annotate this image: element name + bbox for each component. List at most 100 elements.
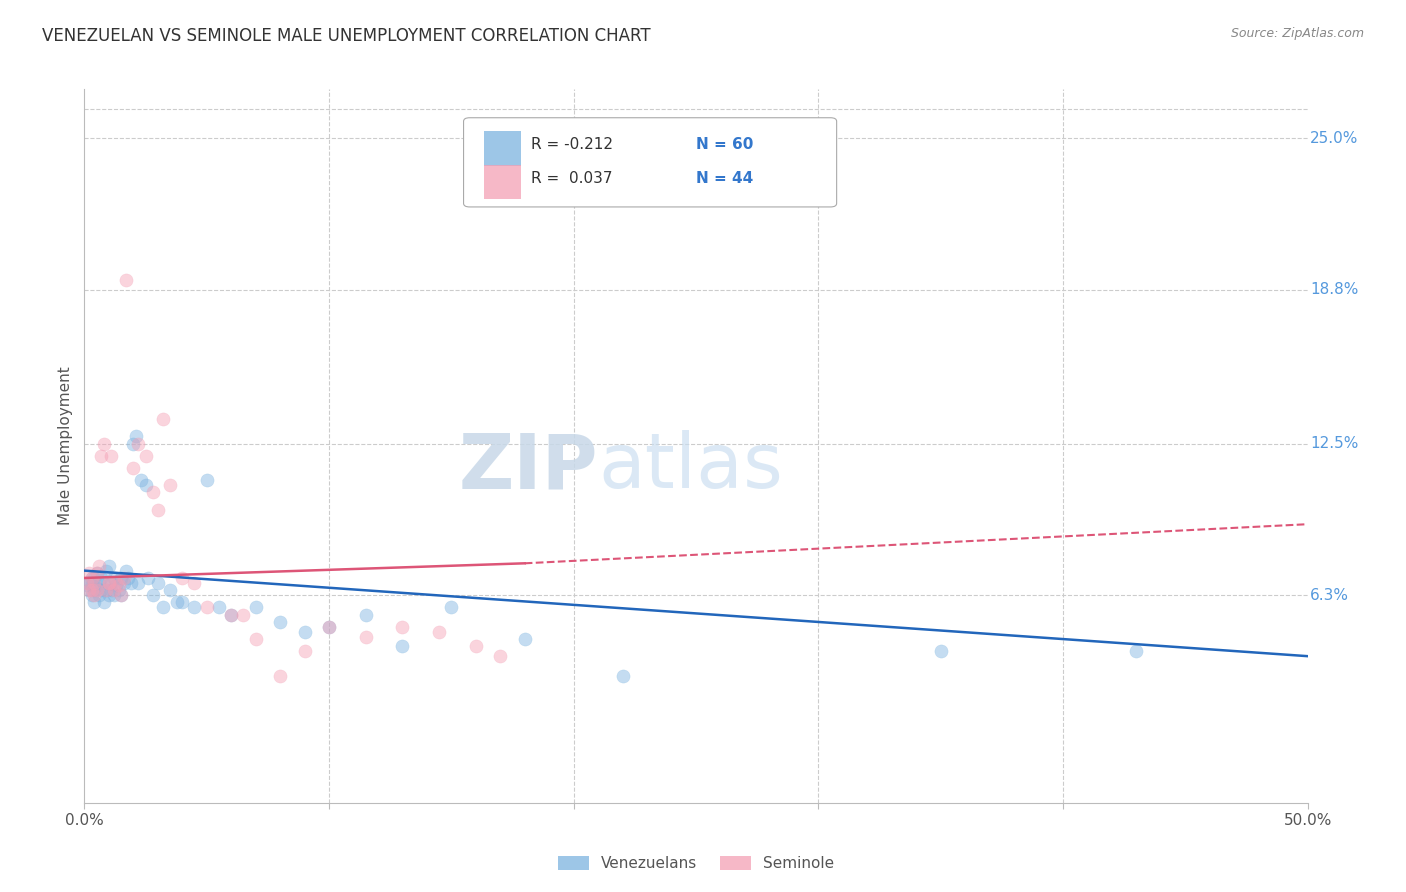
Point xyxy=(97,575,120,590)
Point xyxy=(245,600,267,615)
Point xyxy=(166,595,188,609)
Point xyxy=(125,429,148,443)
Point xyxy=(513,632,536,646)
Point xyxy=(391,620,413,634)
Point xyxy=(107,583,129,598)
Point xyxy=(294,644,316,658)
Point xyxy=(294,624,316,639)
Point xyxy=(103,583,125,598)
Point xyxy=(87,558,110,573)
Point xyxy=(76,578,98,592)
Point xyxy=(93,436,115,450)
Point xyxy=(96,583,118,598)
Point xyxy=(100,575,122,590)
Point xyxy=(152,412,174,426)
Point xyxy=(208,600,231,615)
Point xyxy=(110,588,132,602)
Point xyxy=(172,595,194,609)
Point xyxy=(76,575,98,590)
Point xyxy=(96,564,118,578)
Point xyxy=(110,571,132,585)
Point xyxy=(142,485,165,500)
Point xyxy=(80,588,103,602)
Point xyxy=(115,564,138,578)
Point xyxy=(391,640,413,654)
Point xyxy=(97,575,120,590)
Point xyxy=(127,436,149,450)
Point xyxy=(83,575,105,590)
Text: 18.8%: 18.8% xyxy=(1310,282,1358,297)
Point xyxy=(159,583,181,598)
Point xyxy=(159,478,181,492)
Point xyxy=(83,595,105,609)
Text: 6.3%: 6.3% xyxy=(1310,588,1348,603)
Point xyxy=(77,583,100,598)
Point xyxy=(122,461,145,475)
Text: R =  0.037: R = 0.037 xyxy=(531,171,613,186)
Point xyxy=(93,595,115,609)
Point xyxy=(117,571,139,585)
Text: N = 60: N = 60 xyxy=(696,137,754,153)
Point xyxy=(232,607,254,622)
Point xyxy=(96,583,118,598)
Point xyxy=(77,583,100,598)
Point xyxy=(90,571,112,585)
Point xyxy=(195,473,218,487)
Legend: Venezuelans, Seminole: Venezuelans, Seminole xyxy=(553,850,839,877)
Point xyxy=(100,583,122,598)
FancyBboxPatch shape xyxy=(464,118,837,207)
Point xyxy=(183,575,205,590)
Point xyxy=(77,566,100,580)
Point xyxy=(142,588,165,602)
Text: ZIP: ZIP xyxy=(458,431,598,504)
Text: 12.5%: 12.5% xyxy=(1310,436,1358,451)
Point xyxy=(183,600,205,615)
Point xyxy=(120,575,142,590)
Point xyxy=(269,615,291,629)
Point xyxy=(90,583,112,598)
Point xyxy=(87,588,110,602)
Point xyxy=(86,566,108,580)
Point xyxy=(354,630,377,644)
Point xyxy=(318,620,340,634)
Point xyxy=(80,571,103,585)
Point xyxy=(172,571,194,585)
Text: VENEZUELAN VS SEMINOLE MALE UNEMPLOYMENT CORRELATION CHART: VENEZUELAN VS SEMINOLE MALE UNEMPLOYMENT… xyxy=(42,27,651,45)
Point xyxy=(929,644,952,658)
Point xyxy=(129,473,152,487)
Point xyxy=(97,558,120,573)
Point xyxy=(152,600,174,615)
Point xyxy=(83,583,105,598)
Point xyxy=(83,588,105,602)
Point xyxy=(105,578,128,592)
Point xyxy=(105,575,128,590)
Text: N = 44: N = 44 xyxy=(696,171,754,186)
Point xyxy=(489,649,512,664)
Point xyxy=(219,607,242,622)
Bar xyxy=(484,165,522,199)
Point xyxy=(464,640,486,654)
Text: Source: ZipAtlas.com: Source: ZipAtlas.com xyxy=(1230,27,1364,40)
Point xyxy=(318,620,340,634)
Point xyxy=(427,624,450,639)
Text: 25.0%: 25.0% xyxy=(1310,130,1358,145)
Point xyxy=(146,502,169,516)
Point xyxy=(513,131,536,145)
Point xyxy=(86,583,108,598)
Bar xyxy=(484,131,522,166)
Point xyxy=(195,600,218,615)
Point xyxy=(136,571,159,585)
Point xyxy=(86,581,108,595)
Point xyxy=(440,600,463,615)
Point xyxy=(135,478,157,492)
Point xyxy=(103,571,125,585)
Point xyxy=(103,588,125,602)
Y-axis label: Male Unemployment: Male Unemployment xyxy=(58,367,73,525)
Point xyxy=(87,575,110,590)
Point xyxy=(77,575,100,590)
Point xyxy=(115,273,138,287)
Text: atlas: atlas xyxy=(598,431,783,504)
Point xyxy=(90,449,112,463)
Point xyxy=(146,575,169,590)
Point xyxy=(122,436,145,450)
